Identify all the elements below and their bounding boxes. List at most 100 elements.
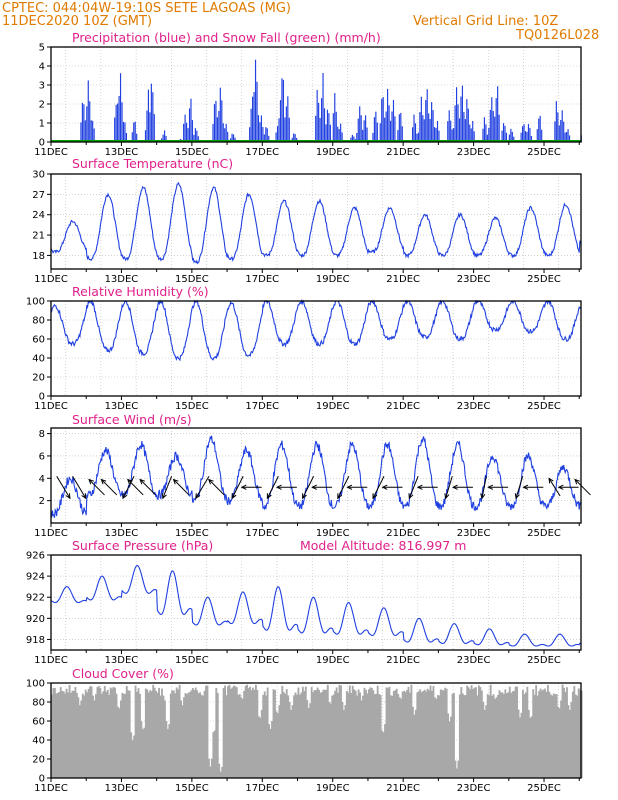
cloud-bar xyxy=(485,705,488,778)
wind-arrow xyxy=(302,476,315,500)
precip-bar xyxy=(467,108,469,142)
cloud-bar xyxy=(303,691,306,778)
wind-arrow-head xyxy=(122,493,128,500)
x-tick-label: 15DEC xyxy=(175,274,209,285)
cloud-bar xyxy=(541,690,543,778)
precip-bar xyxy=(365,115,367,142)
cloud-bar xyxy=(284,693,287,778)
precip-bar xyxy=(340,123,342,142)
cloud-bar xyxy=(557,706,560,778)
cloud-bar xyxy=(375,693,378,778)
precip-bar xyxy=(86,106,88,142)
cloud-bar xyxy=(153,687,156,778)
cloud-bar xyxy=(146,689,149,778)
cloud-bar xyxy=(423,689,426,778)
x-tick-label: 23DEC xyxy=(457,528,491,539)
cloud-bar xyxy=(253,689,256,778)
cloud-bar xyxy=(529,717,532,778)
precip-bar xyxy=(257,115,260,142)
precip-bar xyxy=(256,81,258,142)
precip-bar xyxy=(381,98,383,142)
precip-bar xyxy=(555,101,557,142)
wind-arrow-head xyxy=(127,478,133,485)
cloud-bar xyxy=(448,721,451,778)
cloud-bar xyxy=(306,700,309,778)
precip-bar xyxy=(513,136,515,142)
wind-arrow-head xyxy=(88,478,94,485)
x-tick-label: 17DEC xyxy=(245,655,279,666)
cloud-bar xyxy=(406,690,408,778)
cloud-bar xyxy=(165,721,168,778)
cloud-bar xyxy=(297,687,300,778)
cloud-bar xyxy=(240,697,243,778)
cloud-bar xyxy=(464,695,467,778)
wind-arrow-head xyxy=(346,484,353,490)
precip-bar xyxy=(234,137,236,142)
precip-bar xyxy=(184,114,186,142)
cloud-bar xyxy=(259,717,262,778)
y-tick-label: 21 xyxy=(32,231,45,242)
wind-arrow xyxy=(240,484,262,490)
cloud-bar xyxy=(571,691,574,778)
precip-bar xyxy=(144,130,147,142)
precip-bar xyxy=(90,120,92,142)
cloud-bar xyxy=(86,692,89,778)
cloud-bar xyxy=(391,695,394,778)
cloud-bar xyxy=(238,694,241,778)
cloud-bar xyxy=(139,693,141,778)
cloud-bar xyxy=(417,691,420,778)
precip-bar xyxy=(423,119,425,142)
cloud-bar xyxy=(545,691,548,778)
precip-bar xyxy=(328,113,330,142)
cloud-bar xyxy=(118,708,121,778)
wind-arrow-head xyxy=(416,484,423,490)
precip-bar xyxy=(263,134,265,142)
precip-bar xyxy=(287,96,289,142)
wind-arrow-head xyxy=(240,484,247,490)
precip-bar xyxy=(279,100,282,142)
x-tick-label: 21DEC xyxy=(386,655,420,666)
cloud-bar xyxy=(127,690,130,778)
precip-bar xyxy=(379,123,381,142)
y-tick-label: 40 xyxy=(32,354,45,365)
precip-bar xyxy=(146,110,148,142)
wind-arrow-head xyxy=(161,493,167,500)
wind-arrow-shaft xyxy=(548,478,561,497)
cloud-bar xyxy=(510,693,513,778)
x-tick-label: 23DEC xyxy=(457,655,491,666)
x-tick-label: 25DEC xyxy=(527,783,561,794)
cloud-bar xyxy=(312,692,315,778)
precip-bar xyxy=(122,121,125,142)
precip-bar xyxy=(453,128,455,142)
cloud-bar xyxy=(141,729,144,778)
precip-bar xyxy=(485,124,487,142)
wind-arrow-shaft xyxy=(101,479,118,496)
precip-bar xyxy=(376,122,378,142)
precip-bar xyxy=(567,129,569,142)
x-tick-label: 13DEC xyxy=(105,783,139,794)
precip-bar xyxy=(253,91,255,142)
cloud-bar xyxy=(426,688,429,778)
cloud-bar xyxy=(281,685,284,778)
wind-arrow-head xyxy=(311,484,317,490)
cloud-bar xyxy=(265,695,268,778)
precip-bar xyxy=(568,135,571,142)
cloud-bar xyxy=(202,695,205,778)
cloud-bar xyxy=(274,689,276,778)
cloud-bar xyxy=(530,716,533,778)
wind-arrow xyxy=(451,484,473,490)
y-tick-label: 0 xyxy=(39,392,45,403)
cloud-bar xyxy=(488,695,491,778)
cloud-bar xyxy=(388,686,391,778)
cloud-bar xyxy=(147,692,150,778)
cloud-bar xyxy=(128,690,131,778)
wind-arrow-head xyxy=(195,493,201,500)
cloud-bar xyxy=(539,688,542,778)
precip-bar xyxy=(425,100,427,142)
precip-bar xyxy=(294,134,296,142)
precip-bar xyxy=(232,134,235,142)
cloud-bar xyxy=(174,693,177,778)
y-tick-label: 100 xyxy=(26,297,45,308)
precip-bar xyxy=(411,127,414,142)
precip-bar xyxy=(125,133,128,142)
